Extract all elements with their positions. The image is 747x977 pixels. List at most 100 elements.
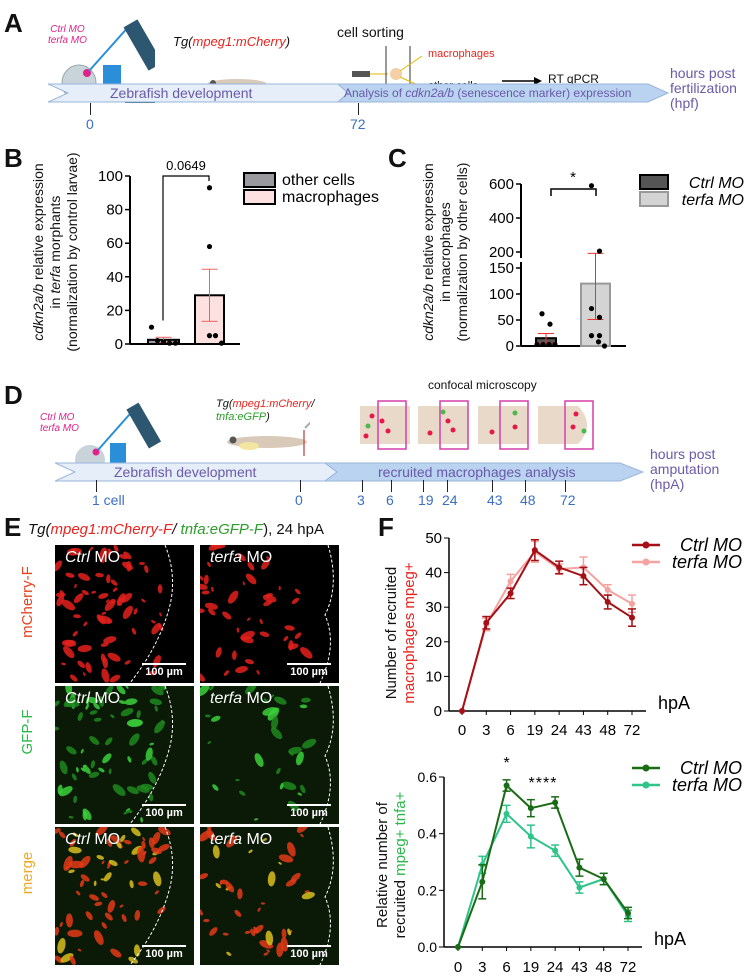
x-tick-label: 24 <box>551 722 568 739</box>
tick-mark <box>358 103 359 115</box>
condition-label: terfa MO <box>210 549 272 567</box>
cells-image <box>55 686 174 824</box>
tg-prefix: Tg( <box>216 398 233 410</box>
timeline-tick-label: 72 <box>560 492 576 508</box>
y-tick-label: 200 <box>489 244 514 261</box>
panel-label-d: D <box>4 380 23 410</box>
timeline-tick-label: 43 <box>487 492 503 508</box>
micrograph-green-terfa: terfa MO 100 µm <box>200 686 339 824</box>
y-tick-label: 100 <box>489 286 514 303</box>
data-point <box>629 600 635 607</box>
data-point <box>546 341 552 348</box>
data-point <box>148 324 155 330</box>
panel-label-a: A <box>4 8 23 38</box>
data-point <box>218 340 225 346</box>
macrophages-label: macrophages <box>428 48 495 60</box>
y-tick-label: 150 <box>489 260 514 277</box>
condition-mo: MO <box>89 831 121 848</box>
condition-mo: MO <box>242 831 273 848</box>
significance-stars: **** <box>529 775 558 792</box>
y-tick-label: 50 <box>425 530 442 547</box>
legend-swatch <box>639 174 669 190</box>
tick-0: 0 <box>86 116 94 132</box>
condition-gene: terfa <box>210 831 243 848</box>
transgenic-line-label: Tg(mpeg1:mCherry/ tnfa:eGFP) <box>216 398 314 424</box>
larva-amputation-icon <box>227 421 310 456</box>
data-point <box>455 944 461 950</box>
title-part: / <box>172 521 181 538</box>
timeline-tick-label: 3 <box>357 492 365 508</box>
cells-image <box>55 545 174 683</box>
timeline-tick-label: 24 <box>442 492 458 508</box>
mo-labels: Ctrl MO terfa MO <box>40 412 79 434</box>
condition-label: Ctrl MO <box>65 549 120 567</box>
legend-label: Ctrl MO <box>680 758 742 778</box>
legend-label: terfa MO <box>682 192 744 209</box>
tg-line: tnfa:eGFP) <box>216 411 314 424</box>
x-tick-label: 0 <box>454 959 462 976</box>
tick-mark <box>565 480 566 492</box>
tg-suffix: ) <box>285 34 291 49</box>
terfa-mo-label: terfa MO <box>48 35 87 46</box>
cells-image <box>200 827 334 965</box>
significance-star: * <box>503 755 509 772</box>
data-point <box>483 619 490 626</box>
tg-gene-2: tnfa:eGFP <box>216 411 267 423</box>
series-line-terfa <box>457 812 629 948</box>
data-point <box>539 311 545 317</box>
data-point <box>507 590 514 597</box>
y-tick-label: 0.2 <box>418 882 438 898</box>
tick-mark <box>525 480 526 492</box>
y-tick-label: 0 <box>115 336 123 353</box>
y-tick-label: 20 <box>425 634 442 651</box>
transgenic-line-label: Tg(mpeg1:mCherry) <box>173 34 290 49</box>
tl-text: (senescence marker) expression <box>454 86 632 100</box>
condition-gene: Ctrl <box>65 549 90 566</box>
data-point <box>596 248 603 254</box>
micrograph-red-ctrl: Ctrl MO 100 µm <box>55 545 194 683</box>
unit-line: fertilization <box>670 80 737 96</box>
data-point <box>600 876 607 882</box>
legend-label: terfa MO <box>672 775 742 795</box>
timeline-d-right: recruited macrophages analysis <box>378 464 576 480</box>
terfa-mo-label: terfa MO <box>40 423 79 434</box>
data-point <box>540 341 546 348</box>
data-point <box>552 799 559 806</box>
condition-gene: terfa <box>210 690 243 707</box>
x-axis-title: hpA <box>658 693 690 713</box>
data-point <box>625 910 631 916</box>
micrograph-merge-terfa: terfa MO 100 µm <box>200 827 339 965</box>
y-tick-label: 100 <box>98 168 123 185</box>
tg-gene: mpeg1:mCherry <box>192 34 286 49</box>
data-point <box>576 864 583 871</box>
tg-sep: / <box>311 398 315 410</box>
legend-swatch <box>243 172 276 188</box>
unit-line: hours post <box>670 65 736 81</box>
data-point <box>588 333 595 339</box>
data-point <box>212 333 219 339</box>
legend-label: macrophages <box>282 189 379 206</box>
x-tick-label: 19 <box>523 959 540 976</box>
hpf-unit: hours post fertilization (hpf) <box>670 66 737 111</box>
tick-mark <box>447 480 448 492</box>
legend-marker <box>642 781 650 789</box>
y-tick-label: 80 <box>106 202 123 219</box>
y-tick-label: 30 <box>425 599 442 616</box>
data-point <box>503 782 510 789</box>
y-tick-label: 600 <box>489 176 514 193</box>
data-point <box>172 340 179 346</box>
data-point <box>629 614 635 621</box>
x-tick-label: 6 <box>502 959 510 976</box>
micrograph-green-ctrl: Ctrl MO 100 µm <box>55 686 194 824</box>
fin-stage-icon <box>418 400 469 450</box>
data-point <box>206 333 213 339</box>
x-tick-label: 43 <box>571 959 588 976</box>
timeline-tick-label: 48 <box>520 492 536 508</box>
data-point <box>531 547 538 554</box>
legend-marker <box>642 764 650 772</box>
condition-label: Ctrl MO <box>65 690 120 708</box>
y-tick-label: 20 <box>106 302 123 319</box>
significance-bracket <box>550 188 597 196</box>
title-part: ), 24 hpA <box>263 521 324 538</box>
